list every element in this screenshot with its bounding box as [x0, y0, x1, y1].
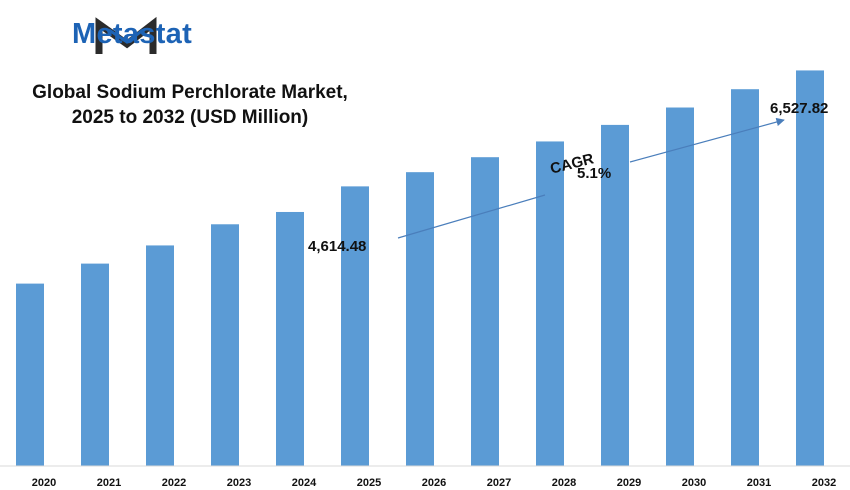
annotations: 4,614.48 6,527.82	[308, 100, 828, 255]
bar-group	[16, 70, 824, 466]
cagr-arrow-segment-2	[629, 117, 785, 163]
brand-name: Metastat	[72, 18, 193, 50]
bar-2025	[341, 186, 369, 466]
data-label-2025: 4,614.48	[308, 238, 366, 255]
x-tick-2029: 2029	[617, 477, 641, 489]
x-tick-2023: 2023	[227, 477, 251, 489]
logo-m-accent	[108, 28, 144, 44]
bar-2021	[81, 263, 109, 466]
chart-title-line-2: 2025 to 2032 (USD Million)	[71, 107, 309, 128]
data-label-2032: 6,527.82	[770, 100, 828, 117]
x-tick-2024: 2024	[292, 477, 317, 489]
x-tick-2021: 2021	[97, 477, 121, 489]
x-axis-labels: 2020 2021 2022 2023 2024 2025 2026 2027 2028 2029…	[32, 477, 836, 489]
x-tick-2030: 2030	[682, 477, 706, 489]
bar-2028	[536, 141, 564, 466]
bar-2032	[796, 70, 824, 466]
bar-2029	[601, 124, 629, 466]
logo-m-mark	[95, 16, 157, 54]
cagr-value: 5.1%	[577, 165, 611, 182]
x-tick-2027: 2027	[487, 477, 511, 489]
metastat-logo	[95, 16, 157, 54]
x-tick-2022: 2022	[162, 477, 186, 489]
bar-2023	[211, 224, 239, 466]
x-tick-2031: 2031	[747, 477, 771, 489]
chart-title-line-1: Global Sodium Perchlorate Market,	[32, 82, 348, 103]
x-tick-2028: 2028	[552, 477, 576, 489]
bar-2022	[146, 245, 174, 466]
bar-2030	[666, 107, 694, 466]
bar-2027	[471, 157, 499, 466]
x-tick-2032: 2032	[812, 477, 836, 489]
cagr-arrow-segment-1	[397, 194, 546, 239]
chart-title: Global Sodium Perchlorate Market, 2025 t…	[0, 80, 380, 130]
bar-2031	[731, 89, 759, 466]
x-tick-2025: 2025	[357, 477, 381, 489]
x-tick-2020: 2020	[32, 477, 56, 489]
bar-2024	[276, 211, 304, 466]
x-tick-2026: 2026	[422, 477, 446, 489]
bar-2020	[16, 283, 44, 466]
bar-2026	[406, 172, 434, 466]
